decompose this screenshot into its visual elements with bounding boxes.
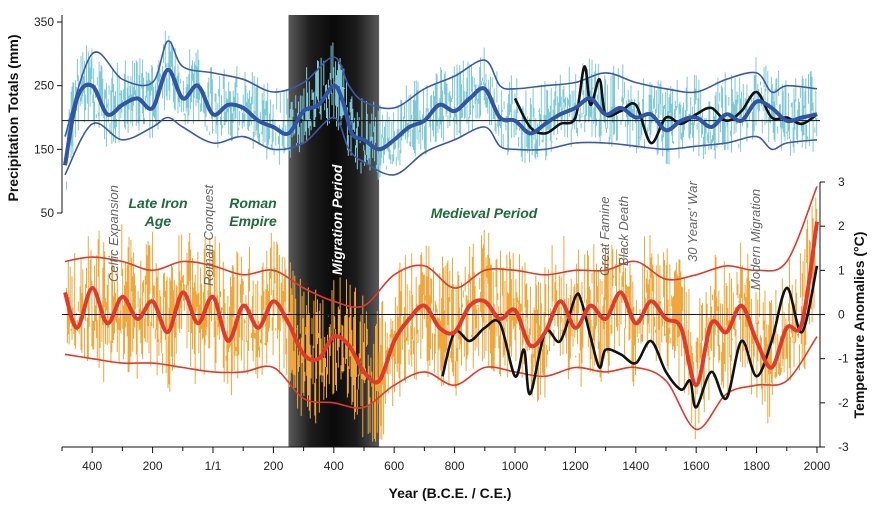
temperature-series-upper-band (64, 186, 818, 309)
x-ticks: 400 200 1/1 200 400 600 800 1000 1200 1400 1600 180… (61, 447, 831, 473)
x-tick-label: 400 (82, 459, 102, 473)
temperature-tick-label: 1 (838, 263, 845, 277)
annotation-medieval-period: Medieval Period (431, 205, 538, 221)
annotation-great-famine: Great Famine (597, 197, 612, 276)
precipitation-tick-label: 250 (34, 79, 54, 93)
x-tick-label: 200 (263, 459, 283, 473)
precipitation-series-instrumental (513, 65, 818, 145)
temperature-series-smoothed (63, 221, 819, 388)
x-tick-label: 1/1 (205, 459, 222, 473)
x-tick-label: 600 (384, 459, 404, 473)
precipitation-series-upper-band (64, 40, 818, 137)
temperature-tick-label: 3 (838, 175, 845, 189)
temperature-axis-title: Temperature Anomalies (°C) (851, 232, 867, 419)
annotation-modern-migration: Modern Migration (748, 189, 763, 290)
migration-period-label: Migration Period (329, 164, 345, 275)
x-tick-label: 400 (324, 459, 344, 473)
annotation-roman-conquest: Roman Conquest (201, 183, 216, 286)
annotation-celtic-expansion: Celtic Expansion (106, 185, 121, 282)
temperature-tick-label: -2 (838, 396, 849, 410)
temperature-ticks: 3 2 1 0 -1 -2 -3 (820, 175, 849, 454)
precipitation-tick-label: 350 (34, 15, 54, 29)
temperature-tick-label: -1 (838, 352, 849, 366)
annotation-late-iron: Late Iron (128, 195, 187, 211)
x-tick-label: 1000 (502, 459, 529, 473)
temperature-tick-label: 0 (838, 308, 845, 322)
precipitation-series-smoothed (63, 67, 818, 166)
x-tick-label: 800 (445, 459, 465, 473)
precipitation-ticks: 350 250 150 50 (34, 15, 62, 220)
precipitation-tick-label: 50 (41, 206, 55, 220)
x-axis-title: Year (B.C.E. / C.E.) (389, 485, 512, 501)
temperature-tick-label: -3 (838, 440, 849, 454)
x-tick-label: 200 (143, 459, 163, 473)
x-tick-label: 1400 (622, 459, 649, 473)
annotation-age: Age (144, 213, 172, 229)
temperature-series-instrumental (441, 265, 819, 409)
annotation-roman: Roman (229, 195, 276, 211)
precipitation-series-lower-band (64, 116, 818, 176)
temperature-tick-label: 2 (838, 219, 845, 233)
series-layer (63, 40, 819, 431)
annotation-empire: Empire (229, 213, 277, 229)
x-tick-label: 2000 (804, 459, 831, 473)
precipitation-axis-title: Precipitation Totals (mm) (5, 35, 21, 202)
x-tick-label: 1800 (743, 459, 770, 473)
temperature-series-lower-band (64, 336, 818, 431)
x-tick-label: 1200 (562, 459, 589, 473)
annotation-black-death: Black Death (616, 196, 631, 266)
precipitation-tick-label: 150 (34, 142, 54, 156)
x-tick-label: 1600 (683, 459, 710, 473)
temperature-raw-data (66, 197, 818, 442)
annotation-thirty-years-war: 30 Years' War (685, 181, 700, 262)
